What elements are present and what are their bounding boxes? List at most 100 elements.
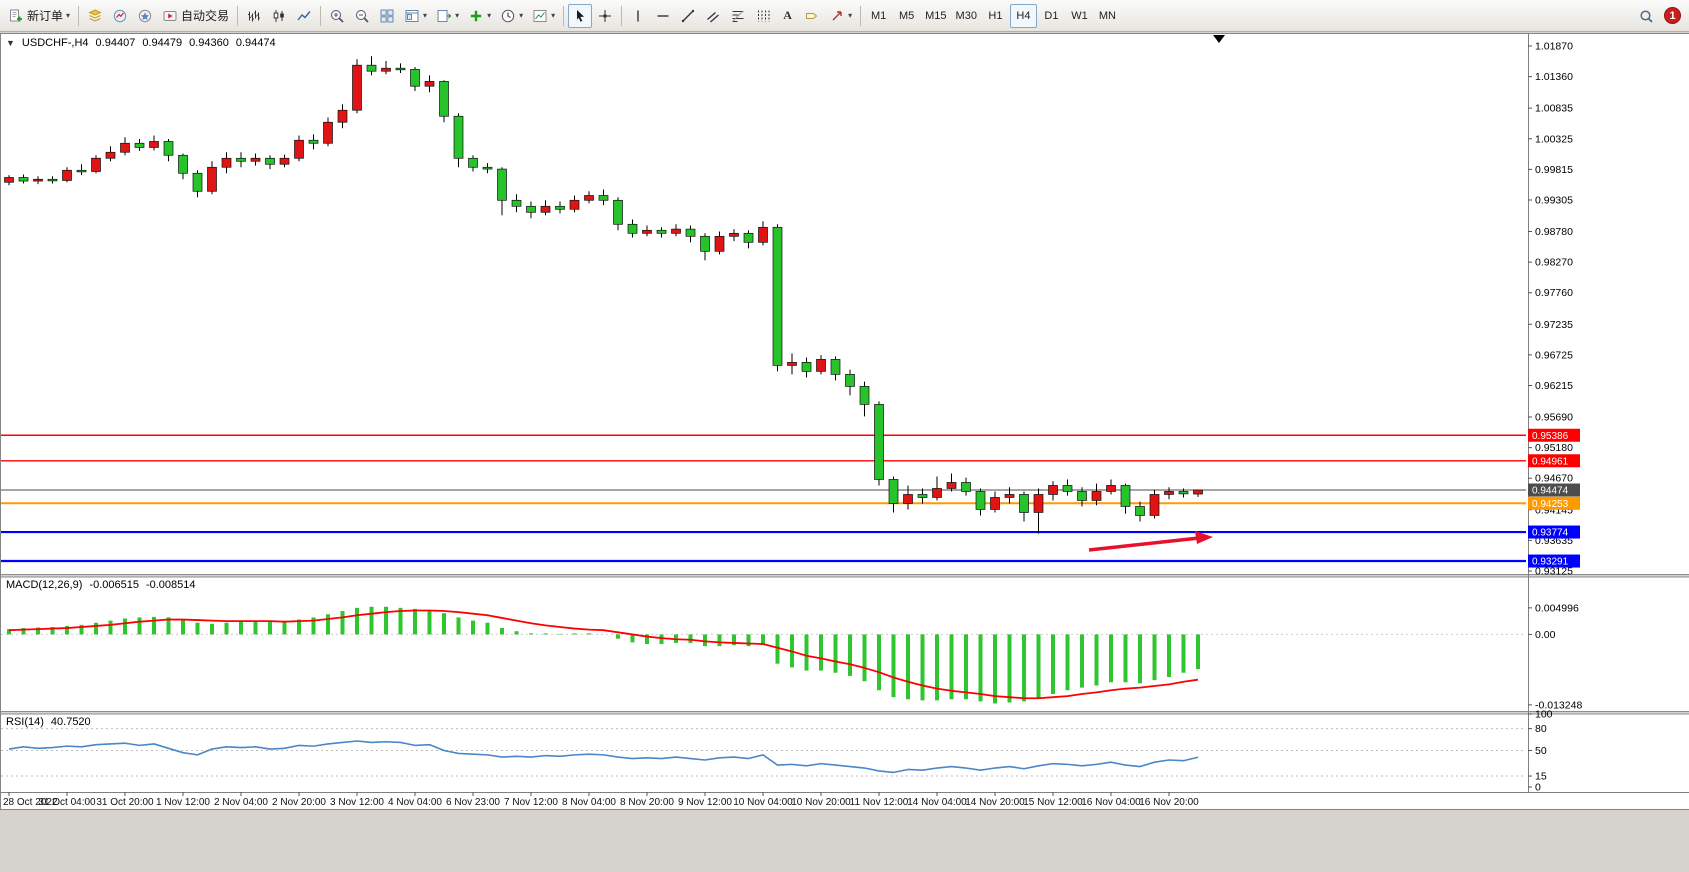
candle[interactable] [874, 404, 884, 480]
zoom-out-button[interactable] [350, 4, 374, 28]
bar-chart-button[interactable] [242, 4, 266, 28]
candle[interactable] [308, 139, 319, 144]
one-click-trading-toggle[interactable]: ▼ [6, 38, 15, 48]
text-tool-button[interactable]: A [776, 4, 799, 28]
candle[interactable] [120, 142, 130, 153]
cycle-lines-tool-button[interactable] [751, 4, 775, 28]
candle[interactable] [163, 141, 174, 156]
candle[interactable] [221, 157, 232, 168]
horizontal-line-tool-button[interactable] [651, 4, 675, 28]
candle[interactable] [801, 362, 812, 372]
chart-template-button[interactable]: ▾ [528, 4, 559, 28]
timeframe-h4-button[interactable]: H4 [1009, 3, 1037, 28]
depth-of-market-button[interactable] [83, 4, 107, 28]
candle[interactable] [1062, 485, 1073, 492]
candle[interactable] [410, 69, 420, 87]
fibonacci-tool-button[interactable] [726, 4, 750, 28]
candlestick-chart-button[interactable] [267, 4, 291, 28]
crosshair-button[interactable] [593, 4, 617, 28]
candle[interactable] [1019, 494, 1029, 513]
new-order-button[interactable]: 新订单 ▾ [4, 4, 74, 28]
candle[interactable] [1091, 491, 1102, 501]
candle[interactable] [613, 199, 623, 225]
candle[interactable] [207, 166, 217, 192]
candle[interactable] [903, 494, 913, 504]
candle[interactable] [424, 81, 435, 87]
timeframe-h1-button[interactable]: H1 [982, 4, 1009, 28]
trendline-tool-button[interactable] [676, 4, 700, 28]
candle[interactable] [1004, 494, 1015, 498]
candle[interactable] [1178, 491, 1189, 495]
market-watch-button[interactable] [108, 4, 132, 28]
arrows-tool-button[interactable]: ▾ [825, 4, 856, 28]
candle[interactable] [540, 205, 551, 213]
candle[interactable] [1164, 491, 1174, 495]
candle[interactable] [1077, 491, 1087, 501]
candle[interactable] [888, 479, 899, 504]
candle[interactable] [250, 157, 261, 162]
candle[interactable] [1193, 489, 1203, 495]
arrange-windows-button[interactable]: ▾ [400, 4, 431, 28]
candle[interactable] [178, 154, 188, 174]
candle[interactable] [395, 67, 406, 71]
annotation-arrow-head[interactable] [1195, 531, 1213, 544]
timeframe-m5-button[interactable]: M5 [893, 4, 920, 28]
candle[interactable] [105, 151, 116, 159]
candle[interactable] [1135, 506, 1145, 516]
candle[interactable] [859, 386, 870, 405]
panel-separator[interactable] [1, 711, 1689, 714]
candle[interactable] [279, 157, 290, 165]
search-button[interactable] [1634, 4, 1658, 28]
candle[interactable] [787, 362, 797, 366]
candle[interactable] [830, 359, 841, 375]
candle[interactable] [381, 67, 391, 72]
timeframe-d1-button[interactable]: D1 [1038, 4, 1065, 28]
candle[interactable] [758, 226, 768, 243]
candle[interactable] [975, 491, 986, 510]
candle[interactable] [366, 64, 377, 72]
timeframe-m15-button[interactable]: M15 [921, 4, 950, 28]
candle[interactable] [91, 157, 101, 172]
candle[interactable] [743, 232, 754, 243]
line-chart-button[interactable] [292, 4, 316, 28]
candle[interactable] [598, 195, 609, 201]
candle[interactable] [946, 482, 957, 489]
candle[interactable] [76, 169, 87, 173]
candle[interactable] [990, 497, 1000, 510]
candle[interactable] [961, 482, 971, 492]
candle[interactable] [352, 64, 362, 111]
tile-windows-button[interactable] [375, 4, 399, 28]
chart-shift-marker[interactable] [1213, 35, 1225, 43]
candle[interactable] [1033, 494, 1044, 513]
macd-panel[interactable] [1, 577, 1526, 711]
candle[interactable] [468, 157, 478, 168]
vertical-line-tool-button[interactable] [626, 4, 650, 28]
candle[interactable] [1048, 485, 1058, 495]
candle[interactable] [714, 235, 725, 252]
candle[interactable] [323, 121, 333, 144]
candle[interactable] [134, 142, 145, 148]
candle[interactable] [439, 81, 449, 117]
candle[interactable] [453, 115, 464, 159]
panel-separator[interactable] [1, 574, 1689, 577]
candle[interactable] [47, 178, 58, 182]
candle[interactable] [685, 228, 696, 237]
candle[interactable] [729, 232, 739, 237]
text-label-tool-button[interactable] [800, 4, 824, 28]
candle[interactable] [149, 141, 159, 148]
candle[interactable] [642, 229, 652, 234]
candle[interactable] [700, 235, 710, 252]
candle[interactable] [1120, 485, 1131, 507]
candle[interactable] [584, 195, 594, 201]
candle[interactable] [294, 139, 304, 159]
add-indicator-button[interactable]: ▾ [464, 4, 495, 28]
candle[interactable] [1106, 485, 1116, 492]
candle[interactable] [265, 157, 275, 165]
candle[interactable] [18, 177, 29, 182]
candle[interactable] [33, 178, 43, 182]
timeframe-mn-button[interactable]: MN [1094, 4, 1121, 28]
timeframe-m30-button[interactable]: M30 [952, 4, 981, 28]
candle[interactable] [671, 228, 681, 234]
candle[interactable] [569, 199, 580, 210]
candle[interactable] [627, 223, 638, 234]
